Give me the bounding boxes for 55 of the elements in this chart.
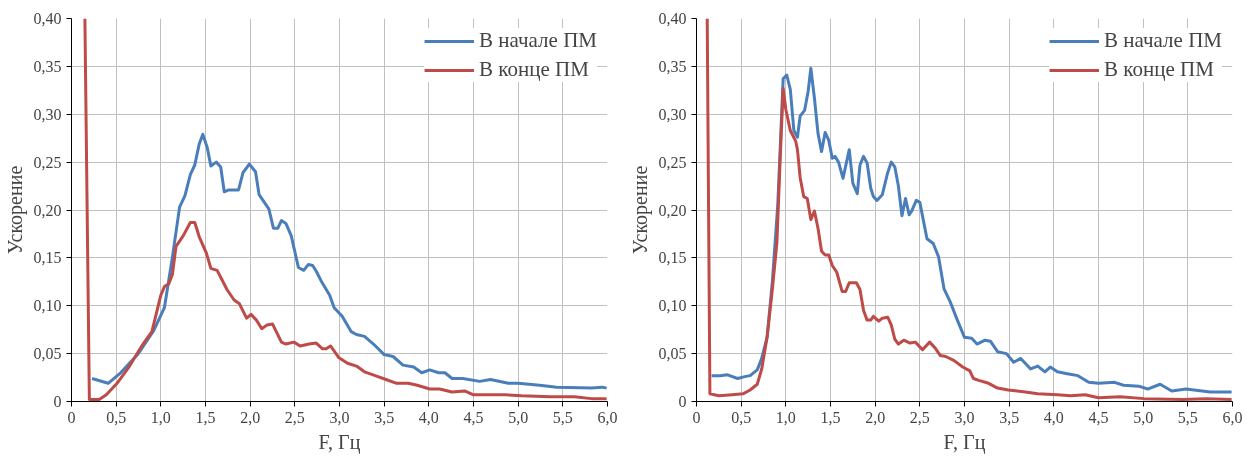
x-tick-label: 5,5	[552, 408, 573, 426]
y-tick-label: 0,40	[658, 10, 687, 27]
x-tick-label: 3,5	[999, 408, 1020, 426]
legend-label: В начале ПМ	[479, 28, 597, 53]
legend-label: В конце ПМ	[1104, 57, 1214, 82]
y-axis-title: Ускорение	[3, 165, 27, 255]
y-tick-label: 0,15	[33, 249, 62, 267]
y-tick-label: 0,35	[33, 57, 62, 75]
y-tick-label: 0,05	[658, 345, 687, 363]
x-tick-label: 0,5	[106, 408, 127, 426]
x-tick-label: 2,0	[240, 408, 261, 426]
y-tick-label: 0,10	[658, 297, 687, 315]
x-tick-label: 2,5	[909, 408, 930, 426]
x-axis-title: F, Гц	[943, 430, 986, 454]
y-tick-label: 0	[678, 393, 687, 410]
x-tick-label: 4,0	[418, 408, 439, 426]
x-tick-label: 1,5	[820, 408, 841, 426]
x-tick-label: 1,0	[150, 408, 171, 426]
x-tick-label: 0,5	[731, 408, 752, 426]
y-tick-label: 0,05	[33, 345, 62, 363]
y-tick-label: 0,30	[658, 105, 687, 123]
x-tick-label: 6,0	[597, 408, 618, 426]
y-tick-label: 0,40	[33, 10, 62, 27]
x-tick-label: 1,5	[195, 408, 216, 426]
y-axis-title: Ускорение	[628, 165, 652, 255]
line-series	[705, 18, 1233, 402]
x-tick-label: 4,5	[463, 408, 484, 426]
x-tick-label: 3,0	[954, 408, 975, 426]
x-tick-label: 3,0	[329, 408, 350, 426]
y-tick-label: 0,25	[33, 153, 62, 171]
x-tick-label: 0	[692, 408, 701, 426]
x-tick-label: 2,5	[284, 408, 305, 426]
y-tick-label: 0,20	[658, 201, 687, 219]
y-tick-label: 0,25	[658, 153, 687, 171]
x-tick-label: 0	[67, 408, 76, 426]
x-tick-label: 2,0	[865, 408, 886, 426]
y-tick-label: 0,20	[33, 201, 62, 219]
line-series	[90, 132, 608, 390]
x-axis-title: F, Гц	[318, 430, 361, 454]
y-tick-label: 0,15	[658, 249, 687, 267]
x-tick-label: 3,5	[374, 408, 395, 426]
x-tick-label: 5,0	[508, 408, 529, 426]
x-tick-label: 6,0	[1222, 408, 1243, 426]
line-series	[83, 18, 608, 402]
legend-label: В начале ПМ	[1104, 28, 1222, 53]
x-tick-label: 4,0	[1043, 408, 1064, 426]
x-tick-label: 5,0	[1133, 408, 1154, 426]
x-tick-label: 5,5	[1177, 408, 1198, 426]
x-tick-label: 1,0	[775, 408, 796, 426]
y-tick-label: 0,30	[33, 105, 62, 123]
legend-label: В конце ПМ	[479, 57, 589, 82]
y-tick-label: 0	[53, 393, 62, 410]
x-tick-label: 4,5	[1088, 408, 1109, 426]
y-tick-label: 0,35	[658, 57, 687, 75]
y-tick-label: 0,10	[33, 297, 62, 315]
